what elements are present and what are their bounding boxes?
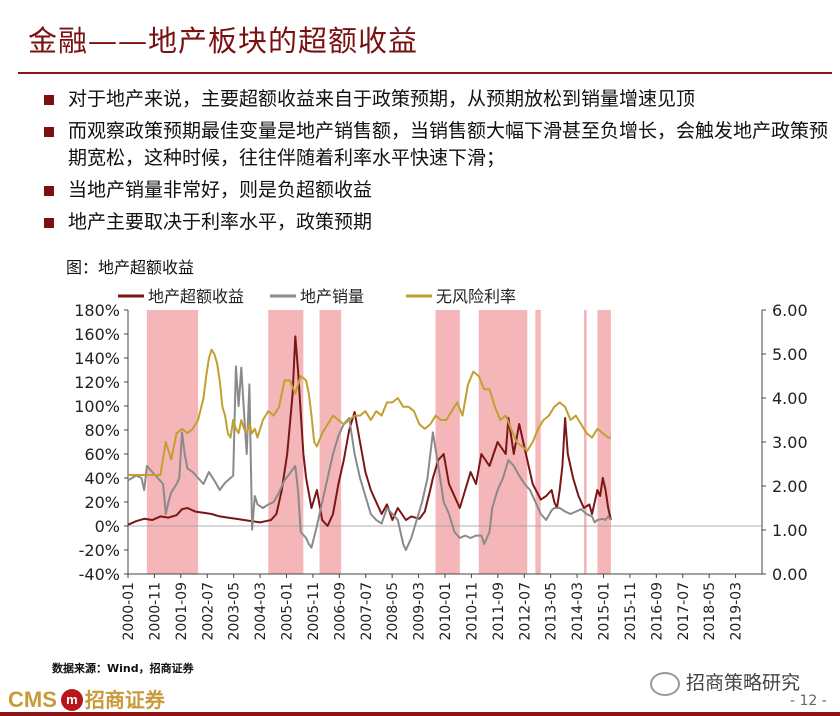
right-tick-label: 6.00 <box>772 301 808 320</box>
page-title: 金融——地产板块的超额收益 <box>28 24 419 58</box>
left-tick-label: 100% <box>74 397 120 416</box>
right-tick-label: 0.00 <box>772 565 808 584</box>
series-line <box>127 365 612 551</box>
bullet-item: 对于地产来说，主要超额收益来自于政策预期，从预期放松到销量增速见顶 <box>44 86 834 113</box>
x-tick-label: 2006-09 <box>332 582 348 641</box>
left-tick-label: -20% <box>79 541 120 560</box>
bullet-text: 当地产销量非常好，则是负超额收益 <box>68 179 373 201</box>
excess-return-chart: 180% 160% 140% 120% 100% 80% 60% 40% 20% 0% -20% -4… <box>74 287 808 641</box>
title-rule <box>18 72 832 74</box>
shaded-period <box>319 310 342 574</box>
wechat-account-name: 招商策略研究 <box>686 672 801 694</box>
logo-text-en: CMS <box>8 687 57 712</box>
right-tick-label: 5.00 <box>772 345 808 364</box>
bullet-square-icon <box>44 127 54 137</box>
shaded-period <box>583 310 587 574</box>
bullet-item: 当地产销量非常好，则是负超额收益 <box>44 177 834 204</box>
x-tick-label: 2008-05 <box>385 582 401 641</box>
bullet-text: 对于地产来说，主要超额收益来自于政策预期，从预期放松到销量增速见顶 <box>68 88 696 110</box>
shaded-period <box>146 310 199 574</box>
x-tick-label: 2010-11 <box>464 582 480 641</box>
wechat-watermark: 招商策略研究 <box>650 668 800 696</box>
x-tick-label: 2013-05 <box>544 582 560 641</box>
x-tick-label: 2009-03 <box>412 582 428 641</box>
x-tick-label: 2017-07 <box>676 582 692 641</box>
x-tick-label: 2018-05 <box>702 582 718 641</box>
right-tick-label: 2.00 <box>772 477 808 496</box>
shaded-period <box>435 310 460 574</box>
x-tick-label: 2015-01 <box>597 582 613 641</box>
right-tick-label: 1.00 <box>772 521 808 540</box>
shaded-period <box>597 310 611 574</box>
bullet-square-icon <box>44 95 54 105</box>
x-tick-label: 2012-07 <box>517 582 533 641</box>
left-tick-label: -40% <box>79 565 120 584</box>
x-tick-label: 2001-09 <box>174 582 190 641</box>
wechat-icon <box>650 671 680 696</box>
x-tick-label: 2007-07 <box>359 582 375 641</box>
legend-label: 无风险利率 <box>436 287 516 306</box>
right-tick-label: 3.00 <box>772 433 808 452</box>
x-tick-label: 2005-01 <box>280 582 296 641</box>
bullet-list: 对于地产来说，主要超额收益来自于政策预期，从预期放松到销量增速见顶 而观察政策预… <box>44 86 834 241</box>
shaded-period <box>268 310 304 574</box>
x-tick-label: 2014-03 <box>570 582 586 641</box>
shaded-period <box>535 310 541 574</box>
x-tick-label: 2011-09 <box>491 582 507 641</box>
company-logo: CMS m 招商证券 <box>8 684 165 714</box>
legend-label: 地产超额收益 <box>148 287 244 306</box>
shaded-period <box>478 310 528 574</box>
bullet-text: 而观察政策预期最佳变量是地产销售额，当销售额大幅下滑甚至负增长，会触发地产政策预… <box>68 120 829 169</box>
page-number: - 12 - <box>790 693 827 709</box>
logo-text-cn: 招商证券 <box>84 690 165 712</box>
left-tick-label: 120% <box>74 373 120 392</box>
x-tick-label: 2015-11 <box>623 582 639 641</box>
figure-caption: 图：地产超额收益 <box>66 258 195 277</box>
left-tick-label: 0% <box>95 517 120 536</box>
x-tick-label: 2019-03 <box>729 582 745 641</box>
x-tick-label: 2002-07 <box>200 582 216 641</box>
x-tick-label: 2003-05 <box>227 582 243 641</box>
bullet-square-icon <box>44 218 54 228</box>
left-tick-label: 160% <box>74 325 120 344</box>
series-line <box>127 335 612 527</box>
bottom-rule <box>0 712 840 716</box>
bullet-text: 地产主要取决于利率水平，政策预期 <box>68 211 373 233</box>
left-tick-label: 20% <box>84 493 120 512</box>
bullet-item: 地产主要取决于利率水平，政策预期 <box>44 209 834 236</box>
data-source: 数据来源：Wind，招商证券 <box>52 662 194 675</box>
left-tick-label: 140% <box>74 349 120 368</box>
right-tick-label: 4.00 <box>772 389 808 408</box>
left-tick-label: 40% <box>84 469 120 488</box>
bullet-item: 而观察政策预期最佳变量是地产销售额，当销售额大幅下滑甚至负增长，会触发地产政策预… <box>44 118 834 172</box>
x-tick-label: 2000-11 <box>147 582 163 641</box>
left-tick-label: 60% <box>84 445 120 464</box>
x-tick-label: 2016-09 <box>649 582 665 641</box>
left-tick-label: 80% <box>84 421 120 440</box>
left-tick-label: 180% <box>74 301 120 320</box>
x-tick-label: 2000-01 <box>121 582 137 641</box>
legend-label: 地产销量 <box>300 287 364 306</box>
logo-mark-icon: m <box>60 688 83 711</box>
bullet-square-icon <box>44 186 54 196</box>
x-tick-label: 2010-01 <box>438 582 454 641</box>
series-line <box>128 348 611 476</box>
x-tick-label: 2004-03 <box>253 582 269 641</box>
x-tick-label: 2005-11 <box>306 582 322 641</box>
